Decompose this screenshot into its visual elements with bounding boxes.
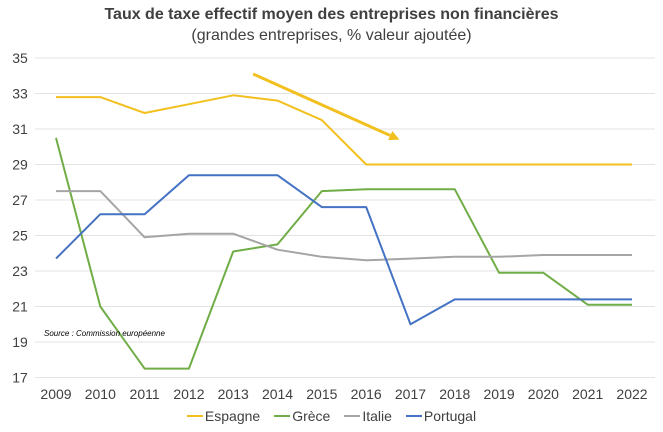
legend-label: Espagne [204, 408, 261, 424]
y-tick-label: 21 [12, 299, 28, 315]
chart-title: Taux de taxe effectif moyen des entrepri… [104, 6, 559, 23]
series-line-espagne [56, 94, 632, 166]
x-tick-label: 2013 [218, 386, 249, 402]
x-tick-label: 2010 [85, 386, 116, 402]
x-tick-label: 2015 [306, 386, 337, 402]
legend-swatch [274, 415, 291, 417]
y-tick-label: 29 [12, 157, 28, 173]
x-tick-label: 2012 [173, 386, 204, 402]
x-tick-label: 2019 [483, 386, 514, 402]
chart-subtitle: (grandes entreprises, % valeur ajoutée) [191, 27, 472, 44]
legend-label: Grèce [292, 408, 331, 424]
x-tick-label: 2021 [572, 386, 603, 402]
x-tick-label: 2022 [616, 386, 647, 402]
legend-item: Grèce [274, 408, 330, 424]
y-tick-label: 31 [12, 121, 28, 137]
series-lines [55, 94, 632, 370]
y-tick-label: 23 [12, 263, 28, 279]
y-tick-label: 35 [12, 50, 28, 66]
legend-swatch [186, 415, 203, 417]
series-line-italie [56, 190, 632, 262]
legend-item: Italie [344, 408, 392, 424]
trend-arrow-shaft [252, 72, 391, 137]
x-axis-ticks: 2009 2010 2011 2012 2013 2014 2015 2016 2017 2018… [40, 386, 647, 402]
legend: Espagne Grèce Italie Portugal [0, 408, 663, 424]
legend-label: Italie [362, 408, 392, 424]
x-tick-label: 2020 [528, 386, 559, 402]
trend-arrow-head [388, 130, 400, 141]
y-tick-label: 27 [12, 192, 28, 208]
y-tick-label: 25 [12, 228, 28, 244]
series-line-portugal [55, 174, 632, 326]
legend-swatch [344, 415, 361, 417]
legend-label: Portugal [423, 408, 477, 424]
x-tick-label: 2009 [40, 386, 71, 402]
x-tick-label: 2018 [439, 386, 470, 402]
annotations [252, 72, 400, 141]
x-tick-label: 2017 [395, 386, 426, 402]
y-tick-label: 19 [12, 334, 28, 350]
x-tick-label: 2014 [262, 386, 293, 402]
legend-swatch [405, 415, 422, 417]
y-axis-ticks: 17 19 21 23 25 27 29 31 33 35 [12, 50, 28, 386]
x-tick-label: 2016 [351, 386, 382, 402]
legend-item: Espagne [186, 408, 261, 424]
x-tick-label: 2011 [130, 386, 160, 402]
legend-item: Portugal [405, 408, 477, 424]
series-line-grece [55, 137, 632, 370]
y-tick-label: 17 [12, 370, 28, 386]
source-note: Source : Commission européenne [44, 329, 165, 338]
y-tick-label: 33 [12, 86, 28, 102]
